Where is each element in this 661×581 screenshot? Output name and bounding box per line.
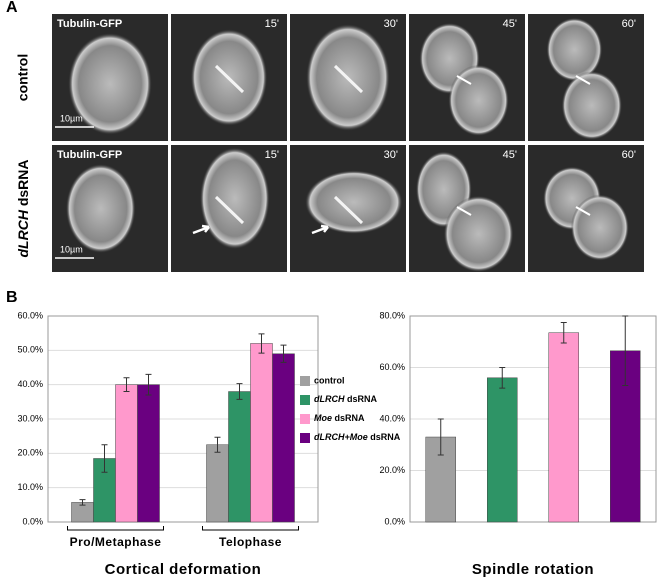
spindle bbox=[333, 64, 364, 94]
bar bbox=[250, 343, 273, 523]
plot-frame bbox=[47, 315, 319, 523]
arrow bbox=[311, 224, 329, 235]
cell bbox=[443, 195, 514, 272]
y-tick-label: 30.0% bbox=[17, 413, 43, 423]
error-bar bbox=[258, 333, 265, 354]
error-bar bbox=[145, 373, 152, 396]
panel-label: A bbox=[6, 0, 18, 16]
y-tick-label: 40.0% bbox=[379, 413, 405, 423]
legend-swatch bbox=[300, 376, 310, 386]
error-bar bbox=[622, 315, 629, 387]
x-tick-label: Telophase bbox=[219, 535, 282, 549]
y-tick-label: 20.0% bbox=[17, 448, 43, 458]
error-bar bbox=[499, 367, 506, 389]
midbody bbox=[575, 75, 591, 85]
spindle bbox=[214, 64, 245, 94]
panel-label: B bbox=[6, 289, 18, 306]
bracket bbox=[67, 526, 164, 531]
error-bar bbox=[236, 383, 243, 400]
y-tick-label: 20.0% bbox=[379, 465, 405, 475]
arrow bbox=[192, 224, 210, 235]
cell bbox=[65, 164, 136, 253]
bar bbox=[272, 353, 295, 523]
error-bar bbox=[280, 344, 287, 363]
midbody bbox=[456, 206, 472, 216]
legend-label: dLRCH+Moe dsRNA bbox=[314, 432, 401, 442]
legend-swatch bbox=[300, 395, 310, 405]
x-axis-title: Spindle rotation bbox=[472, 561, 594, 578]
plot-frame bbox=[409, 315, 657, 523]
y-tick-label: 0.0% bbox=[22, 516, 43, 526]
scale-label: 10µm bbox=[60, 113, 83, 123]
scale-label: 10µm bbox=[60, 244, 83, 254]
bar bbox=[115, 384, 138, 523]
cell bbox=[546, 17, 603, 82]
frame-label: 30' bbox=[384, 18, 398, 30]
cell bbox=[561, 71, 622, 140]
bracket bbox=[202, 526, 299, 531]
midbody bbox=[456, 75, 472, 85]
bar bbox=[487, 377, 518, 523]
cell bbox=[305, 170, 403, 234]
frame-label: 45' bbox=[503, 18, 517, 30]
cell bbox=[68, 33, 152, 135]
y-tick-label: 10.0% bbox=[17, 482, 43, 492]
y-tick-label: 60.0% bbox=[17, 310, 43, 320]
bar bbox=[137, 384, 160, 523]
bar bbox=[548, 332, 579, 523]
frame-label: 45' bbox=[503, 149, 517, 161]
legend-label: control bbox=[314, 375, 345, 385]
spindle bbox=[333, 195, 364, 225]
row-label: control bbox=[15, 54, 31, 101]
x-axis-title: Cortical deformation bbox=[105, 561, 262, 578]
error-bar bbox=[437, 418, 444, 456]
y-tick-label: 40.0% bbox=[17, 379, 43, 389]
error-bar bbox=[560, 321, 567, 344]
frame-label: Tubulin-GFP bbox=[57, 149, 122, 161]
y-tick-label: 50.0% bbox=[17, 345, 43, 355]
legend-swatch bbox=[300, 414, 310, 424]
spindle bbox=[214, 195, 245, 225]
cell bbox=[200, 147, 270, 250]
midbody bbox=[575, 206, 591, 216]
cell bbox=[570, 194, 629, 261]
frame-label: 15' bbox=[265, 149, 279, 161]
bar bbox=[228, 391, 251, 523]
bar bbox=[206, 444, 229, 523]
frame-label: 60' bbox=[622, 149, 636, 161]
error-bar bbox=[214, 436, 221, 453]
legend-label: Moe dsRNA bbox=[314, 413, 365, 423]
y-tick-label: 80.0% bbox=[379, 310, 405, 320]
legend-label: dLRCH dsRNA bbox=[314, 394, 378, 404]
error-bar bbox=[123, 377, 130, 393]
error-bar bbox=[79, 499, 86, 506]
frame-label: 15' bbox=[265, 18, 279, 30]
frame-label: 60' bbox=[622, 18, 636, 30]
error-bar bbox=[101, 444, 108, 473]
panel-b: 0.0% 10.0% 20.0% 30.0% 40.0% 50.0% 60.0% Pro/Me… bbox=[17, 310, 657, 578]
frame-label: 30' bbox=[384, 149, 398, 161]
panel-a: control Tubulin-GFP 15' 30' 45' 60' 10µm dLRCH … bbox=[15, 14, 644, 272]
x-tick-label: Pro/Metaphase bbox=[70, 535, 162, 549]
frame-label: Tubulin-GFP bbox=[57, 18, 122, 30]
y-tick-label: 60.0% bbox=[379, 362, 405, 372]
legend-swatch bbox=[300, 433, 310, 443]
row-label: dLRCH dsRNA bbox=[15, 160, 31, 258]
y-tick-label: 0.0% bbox=[384, 516, 405, 526]
cell bbox=[448, 64, 509, 136]
